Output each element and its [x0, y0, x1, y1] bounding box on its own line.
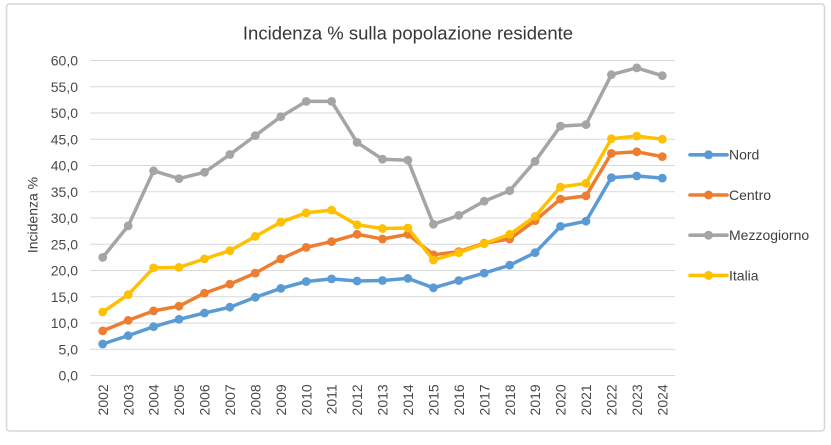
svg-text:5,0: 5,0: [59, 341, 79, 357]
svg-text:35,0: 35,0: [51, 184, 78, 200]
svg-text:2014: 2014: [400, 384, 416, 415]
svg-text:2021: 2021: [578, 384, 594, 415]
svg-text:2020: 2020: [553, 384, 569, 415]
svg-text:Mezzogiorno: Mezzogiorno: [729, 227, 809, 243]
svg-text:2013: 2013: [375, 384, 391, 415]
svg-text:2010: 2010: [298, 384, 314, 415]
svg-text:Incidenza % sulla popolazione: Incidenza % sulla popolazione residente: [243, 23, 573, 44]
svg-text:25,0: 25,0: [51, 236, 78, 252]
svg-text:50,0: 50,0: [51, 105, 78, 121]
svg-text:2018: 2018: [502, 384, 518, 415]
svg-text:2003: 2003: [120, 384, 136, 415]
svg-text:Incidenza %: Incidenza %: [25, 177, 41, 253]
svg-text:2007: 2007: [222, 384, 238, 415]
svg-text:Centro: Centro: [729, 187, 771, 203]
svg-text:2023: 2023: [629, 384, 645, 415]
svg-text:30,0: 30,0: [51, 210, 78, 226]
svg-text:Italia: Italia: [729, 267, 759, 283]
svg-text:0,0: 0,0: [59, 368, 79, 384]
svg-text:2016: 2016: [451, 384, 467, 415]
svg-text:2011: 2011: [324, 384, 340, 414]
svg-text:15,0: 15,0: [51, 289, 78, 305]
svg-text:2015: 2015: [426, 384, 442, 415]
svg-text:2009: 2009: [273, 384, 289, 415]
svg-text:2005: 2005: [171, 384, 187, 415]
svg-text:2022: 2022: [604, 384, 620, 415]
svg-text:2004: 2004: [146, 384, 162, 415]
svg-text:2002: 2002: [95, 384, 111, 415]
svg-text:60,0: 60,0: [51, 53, 78, 69]
svg-text:2024: 2024: [654, 384, 670, 415]
svg-text:55,0: 55,0: [51, 79, 78, 95]
svg-text:2017: 2017: [476, 384, 492, 415]
svg-text:2006: 2006: [197, 384, 213, 415]
svg-text:40,0: 40,0: [51, 158, 78, 174]
svg-text:2019: 2019: [527, 384, 543, 415]
svg-text:20,0: 20,0: [51, 263, 78, 279]
svg-text:10,0: 10,0: [51, 315, 78, 331]
svg-text:2012: 2012: [349, 384, 365, 415]
svg-text:2008: 2008: [247, 384, 263, 415]
svg-text:Nord: Nord: [729, 147, 759, 163]
svg-text:45,0: 45,0: [51, 131, 78, 147]
